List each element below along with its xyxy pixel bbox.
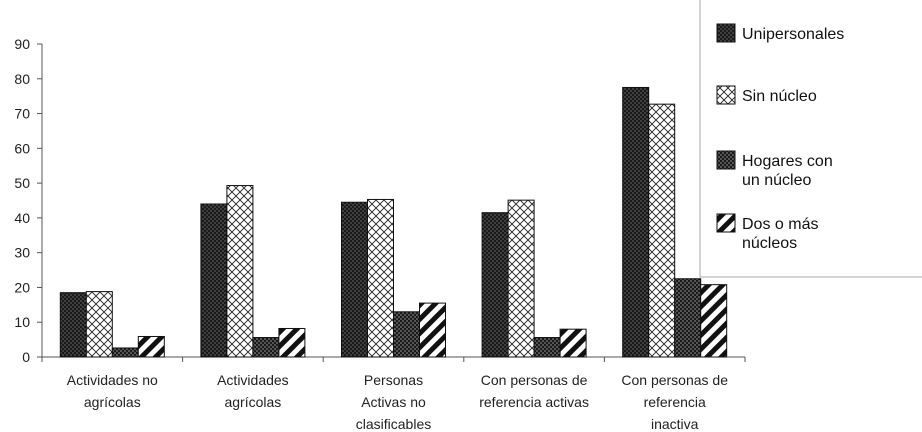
y-tick-label: 50 xyxy=(14,175,30,191)
bar-dos-o-más-núcleos-4 xyxy=(700,284,728,358)
y-tick-label: 80 xyxy=(14,71,30,87)
y-tick-label: 30 xyxy=(14,245,30,261)
legend-swatch xyxy=(716,150,736,170)
category-label: Actividades xyxy=(217,372,289,388)
y-tick-label: 10 xyxy=(14,314,30,330)
axes: 0 10 20 30 40 50 60 70 80 90 xyxy=(14,36,746,365)
y-tick-label: 90 xyxy=(14,36,30,52)
bar-hogares-con-un-núcleo-3 xyxy=(533,337,561,358)
bar-hogares-con-un-núcleo-0 xyxy=(111,347,139,358)
legend: Unipersonales Sin núcleo Hogares con un núc… xyxy=(699,0,922,278)
bar-sin-núcleo-4 xyxy=(648,103,676,358)
bar-dos-o-más-núcleos-2 xyxy=(419,302,446,358)
category-label: inactiva xyxy=(651,416,699,432)
bar-sin-núcleo-0 xyxy=(85,291,113,358)
legend-label: un núcleo xyxy=(742,172,811,189)
y-tick-label: 60 xyxy=(14,140,30,156)
category-label: agrícolas xyxy=(84,394,141,410)
bar-unipersonales-3 xyxy=(481,212,509,358)
category-label: Personas xyxy=(364,372,423,388)
bar-unipersonales-0 xyxy=(59,292,87,358)
bar-dos-o-más-núcleos-3 xyxy=(559,328,587,358)
y-tick-label: 0 xyxy=(22,349,30,365)
legend-swatch xyxy=(716,213,736,233)
bar-dos-o-más-núcleos-1 xyxy=(278,327,306,358)
y-tick-label: 40 xyxy=(14,210,30,226)
category-label: Actividades no xyxy=(67,372,158,388)
category-label: Activas no xyxy=(361,394,426,410)
bar-hogares-con-un-núcleo-1 xyxy=(252,337,280,358)
bar-hogares-con-un-núcleo-2 xyxy=(393,311,420,358)
legend-label: Unipersonales xyxy=(742,26,844,43)
bar-dos-o-más-núcleos-0 xyxy=(137,335,165,358)
category-label: Con personas de xyxy=(481,372,588,388)
bar-unipersonales-1 xyxy=(200,203,228,358)
y-tick-label: 20 xyxy=(14,279,30,295)
category-label: referencia activas xyxy=(479,394,589,410)
category-label: referencia xyxy=(644,394,706,410)
legend-label: Sin núcleo xyxy=(742,88,817,105)
legend-label: Dos o más xyxy=(742,216,818,233)
legend-box xyxy=(699,0,922,278)
legend-swatch xyxy=(716,85,736,105)
bar-unipersonales-4 xyxy=(622,86,650,358)
legend-swatch xyxy=(716,23,736,43)
bar-sin-núcleo-1 xyxy=(226,185,254,358)
bar-sin-núcleo-3 xyxy=(507,199,535,358)
bar-sin-núcleo-2 xyxy=(367,198,394,358)
y-tick-label: 70 xyxy=(14,106,30,122)
legend-label: núcleos xyxy=(742,235,797,252)
category-label: clasificables xyxy=(356,416,431,432)
category-labels: Actividades no agrícolas Actividades agríco… xyxy=(67,372,728,432)
category-label: agrícolas xyxy=(224,394,281,410)
bar-hogares-con-un-núcleo-4 xyxy=(674,278,702,358)
legend-label: Hogares con xyxy=(742,153,833,170)
bars xyxy=(59,86,728,358)
bar-unipersonales-2 xyxy=(341,201,368,358)
category-label: Con personas de xyxy=(621,372,728,388)
